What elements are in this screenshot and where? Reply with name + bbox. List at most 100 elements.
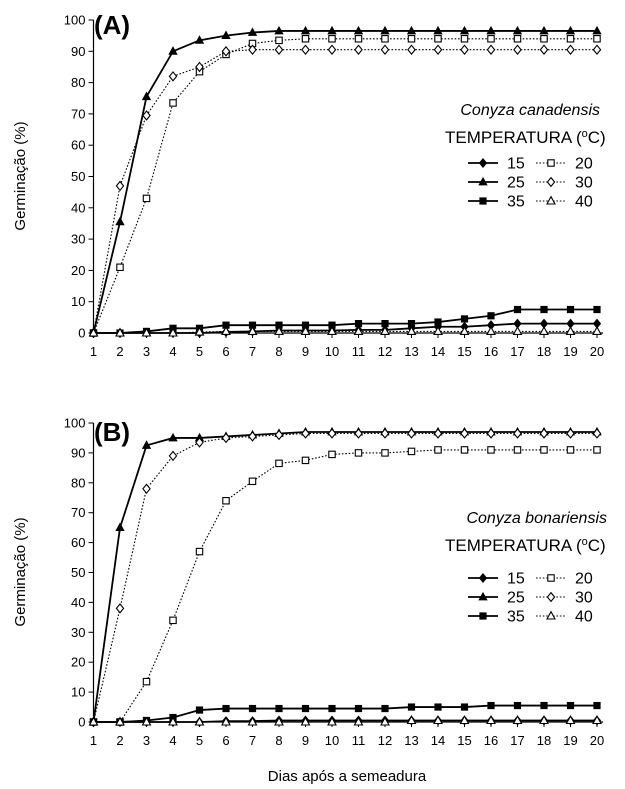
data-point (115, 180, 125, 192)
legend-title-b-main: TEMPERATURA ( (445, 536, 582, 555)
legend-marker-40 (546, 610, 556, 620)
data-point (168, 327, 178, 337)
data-point (460, 428, 469, 439)
series-line-20 (92, 38, 597, 334)
legend-title-b-end: C) (588, 536, 606, 555)
data-point (486, 44, 496, 56)
data-point (381, 704, 389, 713)
data-point (434, 35, 442, 43)
data-point (300, 325, 311, 335)
data-point (168, 71, 178, 82)
data-point (459, 25, 470, 35)
data-point (566, 305, 575, 314)
data-point (327, 44, 337, 56)
data-point (593, 35, 601, 43)
x-tick-label: 18 (537, 733, 551, 748)
legend-marker-20 (547, 574, 555, 582)
data-point (115, 522, 125, 532)
series-25-a (88, 25, 602, 337)
data-point (353, 25, 364, 35)
data-point (381, 449, 389, 457)
data-point (327, 25, 337, 35)
data-point (195, 547, 204, 556)
x-tick-label: 10 (325, 344, 339, 359)
data-point (512, 715, 523, 725)
series-line-25 (92, 431, 597, 723)
x-tick-label: 7 (249, 733, 256, 748)
x-tick-label: 4 (169, 733, 176, 748)
series-40-b (88, 715, 602, 726)
data-point (301, 428, 310, 439)
data-point (275, 704, 283, 713)
data-point (407, 35, 416, 43)
legend-label-15: 15 (507, 156, 525, 173)
data-point (328, 35, 336, 43)
data-point (433, 25, 443, 35)
x-tick-label: 10 (325, 733, 339, 748)
legend-marker-30 (546, 591, 556, 603)
series-line-35 (93, 308, 597, 334)
data-point (540, 305, 548, 314)
data-point (194, 35, 205, 44)
x-tick-label: 12 (378, 344, 392, 359)
x-tick-label: 5 (196, 344, 203, 359)
data-point (248, 44, 257, 56)
legend-marker-35 (479, 197, 487, 205)
y-axis-label-b: Germinação (%) (12, 517, 29, 626)
data-point (195, 706, 204, 714)
data-point (513, 701, 522, 710)
data-point (141, 440, 152, 449)
legend-label-40: 40 (575, 194, 593, 211)
data-point (248, 477, 257, 486)
x-tick-label: 13 (404, 344, 418, 359)
y-tick-label: 50 (71, 169, 85, 184)
data-point (168, 46, 178, 55)
legend-marker-25 (478, 591, 488, 601)
data-point (566, 701, 575, 710)
data-point (486, 25, 496, 35)
y-tick-label: 100 (64, 416, 86, 431)
data-point (195, 437, 204, 448)
data-point (459, 715, 470, 725)
y-tick-label: 0 (78, 326, 85, 341)
legend-marker-40 (546, 195, 556, 205)
data-point (487, 312, 495, 320)
data-point (565, 25, 576, 35)
x-tick-label: 6 (222, 733, 229, 748)
y-tick-label: 60 (71, 138, 85, 153)
x-tick-label: 1 (90, 733, 97, 748)
y-tick-label: 70 (71, 106, 85, 121)
data-point (88, 716, 99, 726)
data-point (354, 428, 363, 439)
x-tick-label: 8 (275, 733, 282, 748)
x-tick-label: 9 (302, 344, 309, 359)
data-point (327, 428, 337, 439)
data-point (300, 25, 311, 35)
data-point (328, 704, 336, 713)
data-point (169, 99, 177, 107)
data-point (116, 263, 124, 272)
data-point (380, 325, 390, 335)
series-line-20 (93, 449, 597, 723)
data-point (487, 35, 495, 43)
y-tick-label: 40 (71, 200, 85, 215)
x-tick-label: 15 (457, 344, 471, 359)
data-point (566, 446, 575, 454)
data-point (141, 91, 152, 101)
data-point (301, 44, 310, 56)
data-point (512, 325, 523, 335)
data-point (274, 429, 284, 441)
x-tick-label: 18 (537, 344, 551, 359)
y-tick-label: 90 (71, 445, 85, 460)
data-point (406, 325, 417, 335)
y-tick-label: 80 (71, 75, 85, 90)
legend-title-a-sup: o (582, 128, 588, 140)
data-point (141, 327, 152, 337)
data-point (592, 25, 602, 35)
data-point (407, 703, 416, 711)
x-tick-label: 2 (116, 733, 123, 748)
data-point (459, 325, 470, 335)
x-axis-label: Dias após a semeadura (268, 768, 427, 785)
data-point (592, 44, 602, 56)
data-point (168, 450, 178, 462)
